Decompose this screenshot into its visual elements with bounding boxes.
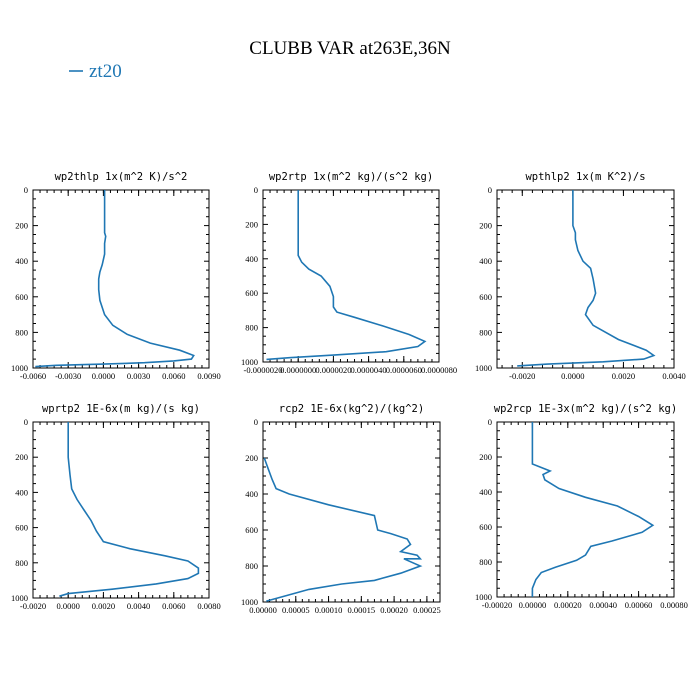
y-tick-label: 1000 [241,597,258,607]
plot-frame [262,421,441,603]
panel-title: wp2thlp 1x(m^2 K)/s^2 [55,171,188,183]
y-tick-label: 200 [15,221,28,231]
panel-2: wp2rtp 1x(m^2 kg)/(s^2 kg) 0 200 400 600 800 1… [241,171,457,375]
y-tick-label: 800 [245,323,258,333]
x-tick-label: 0.0000 [561,371,584,381]
x-tick-label: 0.00020 [380,605,408,615]
x-tick-label: 0.00005 [282,605,310,615]
y-tick-label: 1000 [475,363,492,373]
x-tick-label: -0.0020 [20,601,46,611]
plot-frame [496,421,675,598]
panel-title: rcp2 1E-6x(kg^2)/(kg^2) [279,403,424,415]
y-tick-label: 1000 [241,357,258,367]
y-tick-label: 800 [245,561,258,571]
x-tick-label: 0.00010 [315,605,343,615]
x-tick-label: 0.0060 [162,371,185,381]
x-tick-label: 0.0000 [57,601,80,611]
y-tick-label: 200 [479,452,492,462]
x-tick-label: -0.0030 [55,371,81,381]
x-tick-label: 0.00060 [625,600,653,610]
x-tick-label: 0.0000020 [315,365,351,375]
x-tick-label: -0.0000020 [244,365,283,375]
x-tick-label: 0.0020 [92,601,115,611]
y-tick-label: 400 [245,489,258,499]
y-tick-label: 1000 [475,592,492,602]
series-line [517,190,656,367]
x-tick-label: 0.00015 [348,605,376,615]
panel-title: wp2rtp 1x(m^2 kg)/(s^2 kg) [269,171,433,183]
x-tick-label: 0.00080 [660,600,688,610]
y-tick-label: 600 [245,525,258,535]
y-tick-label: 600 [245,288,258,298]
y-tick-label: 800 [479,557,492,567]
y-tick-label: 200 [245,219,258,229]
x-tick-label: -0.00020 [482,600,512,610]
x-tick-label: 0.0040 [127,601,150,611]
x-tick-label: 0.0020 [612,371,635,381]
y-tick-label: 0 [254,417,258,427]
x-tick-label: -0.0020 [509,371,535,381]
y-tick-label: 400 [15,256,28,266]
y-tick-label: 200 [479,221,492,231]
legend: zt20 [69,61,122,82]
x-tick-label: 0.0000 [92,371,115,381]
x-tick-label: 0.0090 [197,371,220,381]
y-tick-label: 600 [479,292,492,302]
y-tick-label: 400 [245,254,258,264]
x-tick-label: 0.00020 [554,600,582,610]
panel-1: wp2thlp 1x(m^2 K)/s^202004006008001000-0… [11,171,221,381]
y-tick-label: 1000 [11,363,28,373]
figure-title: CLUBB VAR at263E,36N [249,38,451,59]
y-tick-label: 600 [15,292,28,302]
x-tick-label: 0.0000080 [421,365,457,375]
series-line [263,457,423,602]
x-tick-label: 0.0000060 [386,365,422,375]
x-tick-label: 0.0000000 [280,365,316,375]
y-tick-label: 0 [24,417,28,427]
y-tick-label: 600 [15,523,28,533]
y-tick-label: 0 [488,185,492,195]
panel-3: wpthlp2 1x(m K^2)/s 0 200 400 600 800 1000 -0.0… [475,171,686,381]
y-tick-label: 200 [15,452,28,462]
x-tick-label: 0.0000040 [351,365,387,375]
y-tick-label: 1000 [11,593,28,603]
x-tick-label: 0.0060 [162,601,185,611]
panel-6: wp2rcp 1E-3x(m^2 kg)/(s^2 kg)0 200 400 600 8… [475,403,688,610]
panel-title: wpthlp2 1x(m K^2)/s [525,171,645,183]
legend-label: zt20 [89,61,122,82]
plot-frame [32,189,210,369]
x-tick-label: 0.00000 [249,605,277,615]
y-tick-label: 600 [479,522,492,532]
x-tick-label: 0.0030 [127,371,150,381]
series-line [59,422,200,597]
y-tick-label: 800 [479,327,492,337]
y-tick-label: 0 [254,185,258,195]
x-tick-label: 0.0080 [197,601,220,611]
series-line [266,190,427,361]
y-tick-label: 400 [15,487,28,497]
series-line [35,190,195,368]
panel-title: wp2rcp 1E-3x(m^2 kg)/(s^2 kg) [494,403,677,415]
y-tick-label: 200 [245,453,258,463]
x-tick-label: 0.00000 [519,600,547,610]
y-tick-label: 0 [488,417,492,427]
panels-container: wp2thlp 1x(m^2 K)/s^202004006008001000-0… [11,171,688,615]
y-tick-label: 800 [15,558,28,568]
panel-4: wprtp2 1E-6x(m kg)/(s kg) 0 200 400 600 800 10… [11,403,221,611]
x-tick-label: 0.0040 [662,371,685,381]
plot-frame [32,421,210,599]
series-line [531,422,655,597]
x-tick-label: 0.00040 [589,600,617,610]
plot-frame [496,189,675,369]
panel-title: wprtp2 1E-6x(m kg)/(s kg) [42,403,200,415]
x-tick-label: -0.0060 [20,371,46,381]
y-tick-label: 400 [479,256,492,266]
y-tick-label: 800 [15,327,28,337]
y-tick-label: 400 [479,487,492,497]
y-tick-label: 0 [24,185,28,195]
panel-5: rcp2 1E-6x(kg^2)/(kg^2) 0 200 400 600 800 1000… [241,403,441,615]
x-tick-label: 0.00025 [413,605,441,615]
